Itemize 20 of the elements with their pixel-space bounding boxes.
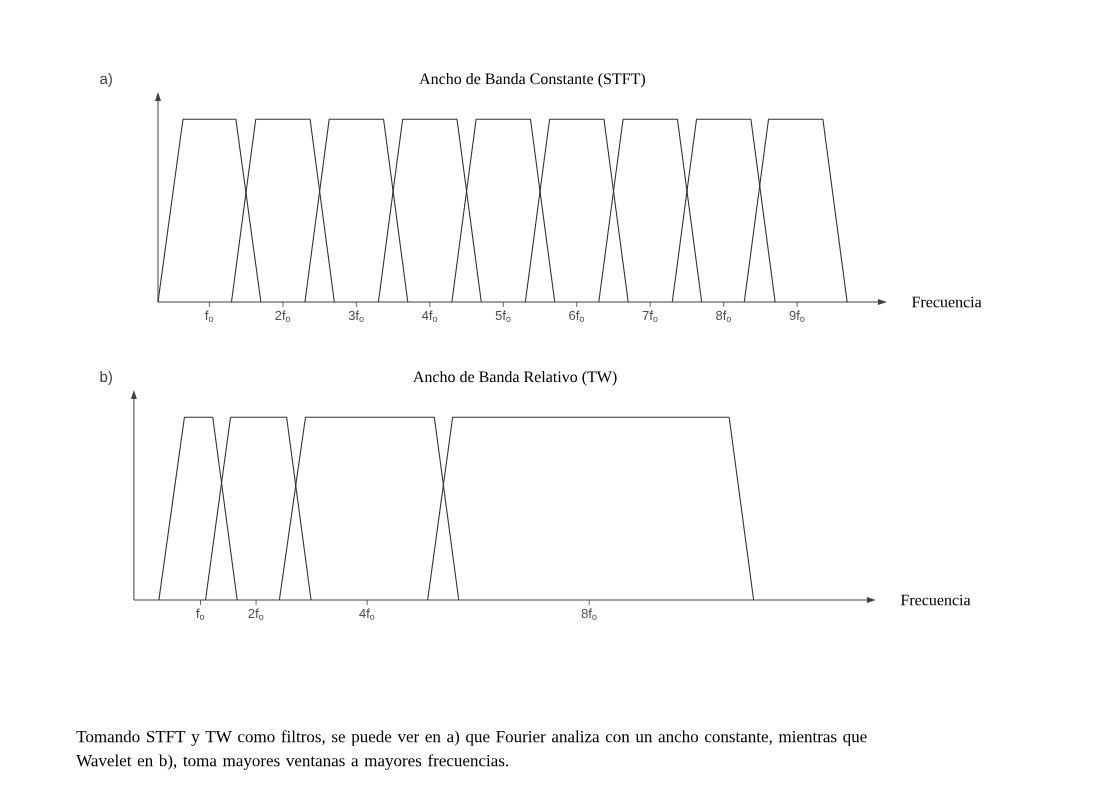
text: Tomando STFT y TW como filtros, se puede ver en a) que Fourier analiza con un ancho constante, mientras que Wavelet en b), toma mayores ventanas a mayores frecuencias. <box>76 730 867 770</box>
x-tick-label: 3f$_{o}$ <box>348 310 364 322</box>
chart-title: Ancho de Banda Constante (STFT) <box>419 72 646 88</box>
x-tick-label: f$_{o}$ <box>196 608 205 620</box>
text: a) <box>100 73 112 87</box>
x-tick-label: 8f$_{o}$ <box>716 310 732 322</box>
x-tick-label: f$_{o}$ <box>205 310 214 322</box>
x-tick-label: 9f$_{o}$ <box>789 310 805 322</box>
x-axis-title: Frecuencia <box>900 594 971 606</box>
x-tick-label: 7f$_{o}$ <box>642 310 658 322</box>
x-tick-label: 2f$_{o}$ <box>275 310 291 322</box>
x-tick-label: 4f$_{o}$ <box>359 608 375 620</box>
x-axis-title: Frecuencia <box>911 296 982 308</box>
x-tick-label: 4f$_{o}$ <box>421 310 438 322</box>
x-tick-label: 5f$_{o}$ <box>495 310 511 322</box>
text: b) <box>100 371 112 385</box>
x-tick-label: 6f$_{o}$ <box>569 310 585 322</box>
chart-title: Ancho de Banda Relativo (TW) <box>413 370 617 386</box>
x-tick-label: 2f$_{o}$ <box>248 608 264 620</box>
x-tick-label: 8f$_{o}$ <box>581 608 597 620</box>
